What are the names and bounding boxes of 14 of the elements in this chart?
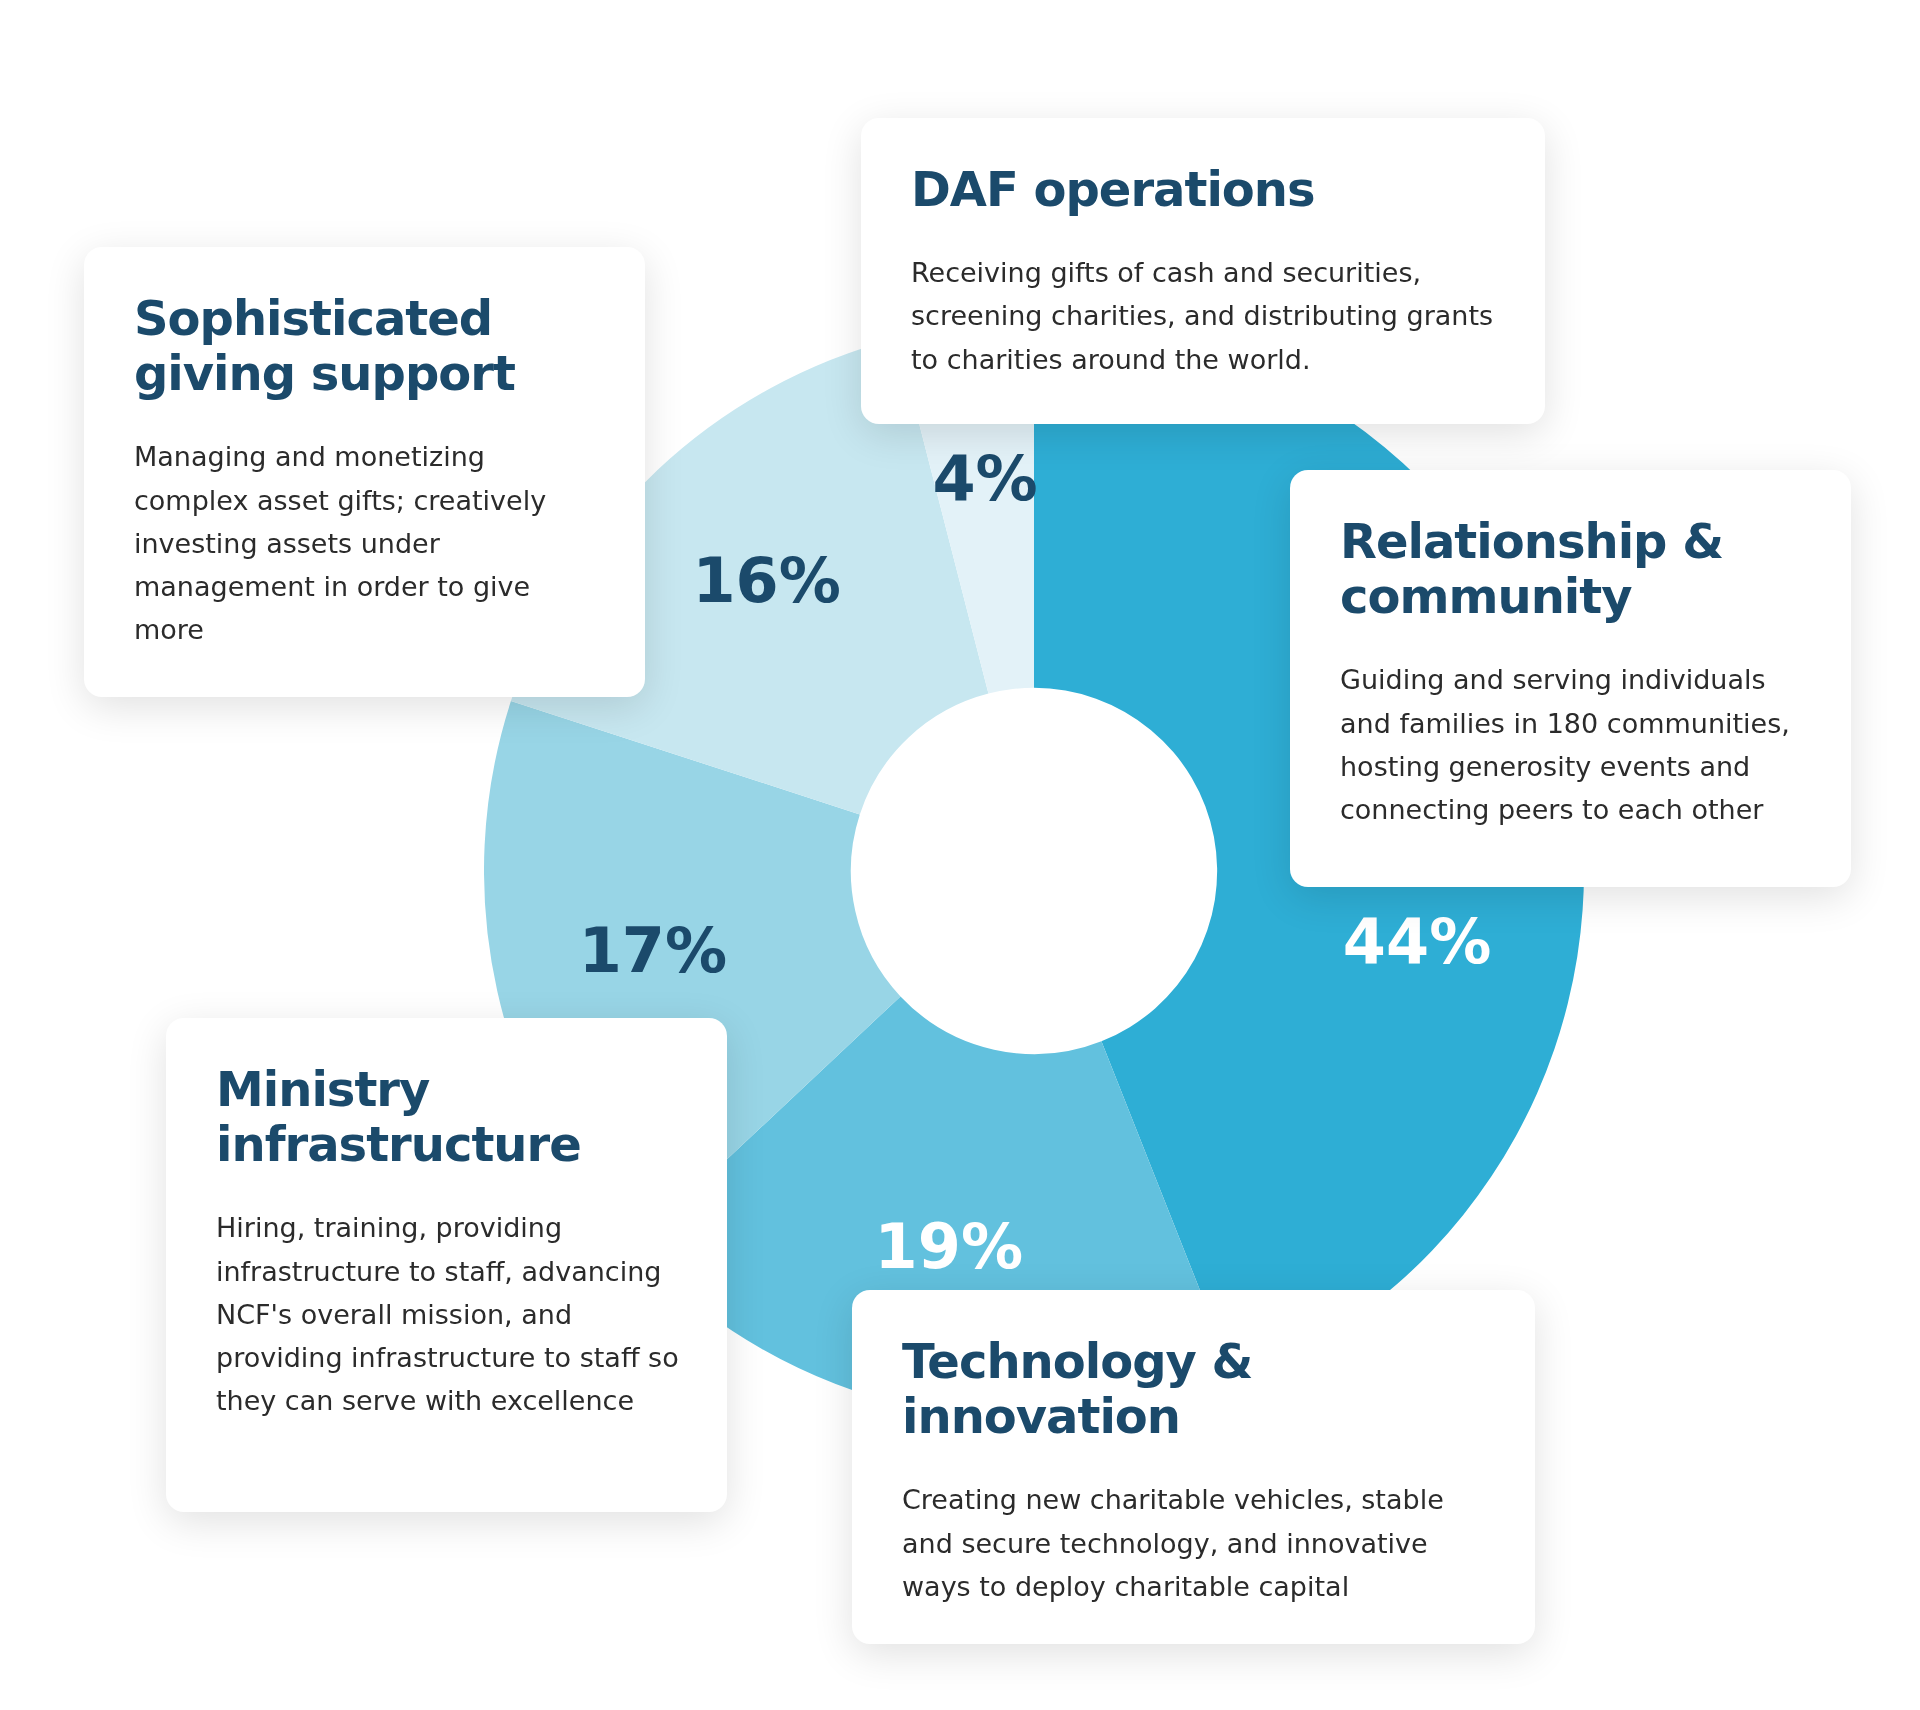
data-label: 44%	[1342, 904, 1492, 978]
data-label: 16%	[692, 544, 841, 618]
slice-label: Relationship & community	[1340, 513, 1725, 625]
text: Guiding and serving individuals and families in 180 communities, hosting generosity events and connecting peers to each other	[1340, 663, 1791, 827]
text: Receiving gifts of cash and securities, screening charities, and distributing grants to charities around the world.	[911, 256, 1495, 377]
data-label: 19%	[874, 1210, 1024, 1284]
slice-label: DAF operations	[911, 161, 1316, 218]
slice-label: Technology & innovation	[902, 1333, 1254, 1445]
text: Creating new charitable vehicles, stable and secure technology, and innovative ways to deploy charitable capital	[902, 1483, 1445, 1604]
text: Managing and monetizing complex asset gifts; creatively investing assets under management in order to give more	[134, 440, 548, 648]
slice-label: Ministry infrastructure	[216, 1061, 582, 1173]
text: Hiring, training, providing infrastructure to staff, advancing NCF's overall mission, and providing infrastructure to staff so they can serve with excellence	[216, 1211, 680, 1419]
slice-label: Sophisticated giving support	[134, 290, 516, 402]
data-label: 17%	[578, 914, 728, 988]
